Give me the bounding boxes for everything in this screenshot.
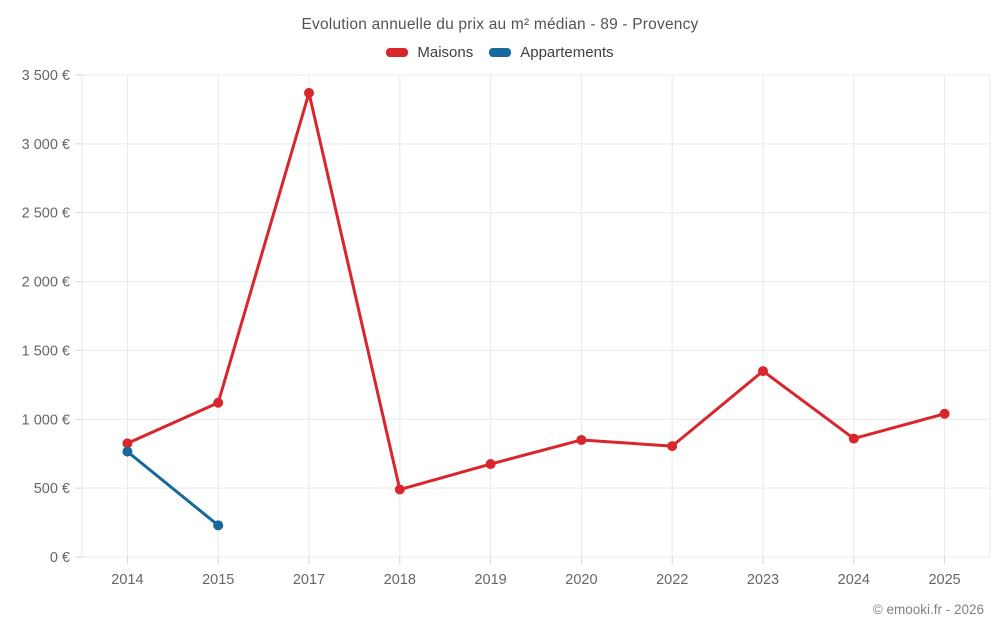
chart-title: Evolution annuelle du prix au m² médian … bbox=[301, 16, 699, 33]
legend-swatch-maisons-icon bbox=[386, 48, 409, 57]
data-point-maisons-2020[interactable] bbox=[576, 434, 587, 445]
y-axis-tick-label: 3 000 € bbox=[22, 137, 70, 153]
x-axis-tick-label: 2015 bbox=[202, 572, 234, 588]
y-axis-tick-label: 3 500 € bbox=[22, 68, 70, 84]
data-point-maisons-2023[interactable] bbox=[758, 366, 768, 377]
x-axis-tick-label: 2022 bbox=[656, 572, 688, 588]
data-point-appartements-2015[interactable] bbox=[213, 520, 224, 531]
chart-legend: Maisons Appartements bbox=[0, 44, 1000, 61]
legend-swatch-appartements-icon bbox=[489, 48, 512, 57]
data-point-maisons-2017[interactable] bbox=[304, 87, 314, 98]
x-axis-tick-label: 2020 bbox=[565, 572, 597, 588]
copyright-footer: © emooki.fr - 2026 bbox=[872, 602, 984, 617]
data-point-maisons-2024[interactable] bbox=[848, 433, 859, 444]
x-axis-tick-label: 2025 bbox=[928, 572, 960, 588]
y-axis-tick-label: 2 500 € bbox=[22, 206, 70, 222]
y-axis-tick-label: 1 500 € bbox=[22, 343, 70, 359]
x-axis-tick-label: 2017 bbox=[293, 572, 325, 588]
data-point-maisons-2022[interactable] bbox=[667, 441, 678, 452]
x-axis-tick-label: 2024 bbox=[838, 572, 870, 588]
data-point-maisons-2019[interactable] bbox=[485, 459, 496, 470]
legend-item-appartements[interactable]: Appartements bbox=[489, 44, 614, 61]
data-point-maisons-2014[interactable] bbox=[122, 438, 133, 449]
series-line-maisons bbox=[125, 91, 947, 492]
legend-label-appartements: Appartements bbox=[520, 44, 614, 61]
y-axis-tick-label: 2 000 € bbox=[22, 275, 70, 291]
legend-item-maisons[interactable]: Maisons bbox=[386, 44, 473, 61]
data-point-maisons-2015[interactable] bbox=[213, 397, 224, 408]
x-axis-tick-label: 2019 bbox=[474, 572, 506, 588]
data-point-maisons-2018[interactable] bbox=[394, 484, 405, 495]
y-axis-tick-label: 0 € bbox=[50, 550, 70, 566]
x-axis-tick-label: 2018 bbox=[384, 572, 416, 588]
x-axis-tick-label: 2014 bbox=[111, 572, 143, 588]
data-point-maisons-2025[interactable] bbox=[939, 408, 950, 419]
series-line-appartements bbox=[125, 450, 220, 527]
y-axis-tick-label: 500 € bbox=[34, 481, 70, 497]
data-point-appartements-2014[interactable] bbox=[122, 446, 133, 457]
y-axis-tick-label: 1 000 € bbox=[22, 412, 70, 428]
x-axis-tick-label: 2023 bbox=[747, 572, 779, 588]
legend-label-maisons: Maisons bbox=[417, 44, 474, 61]
